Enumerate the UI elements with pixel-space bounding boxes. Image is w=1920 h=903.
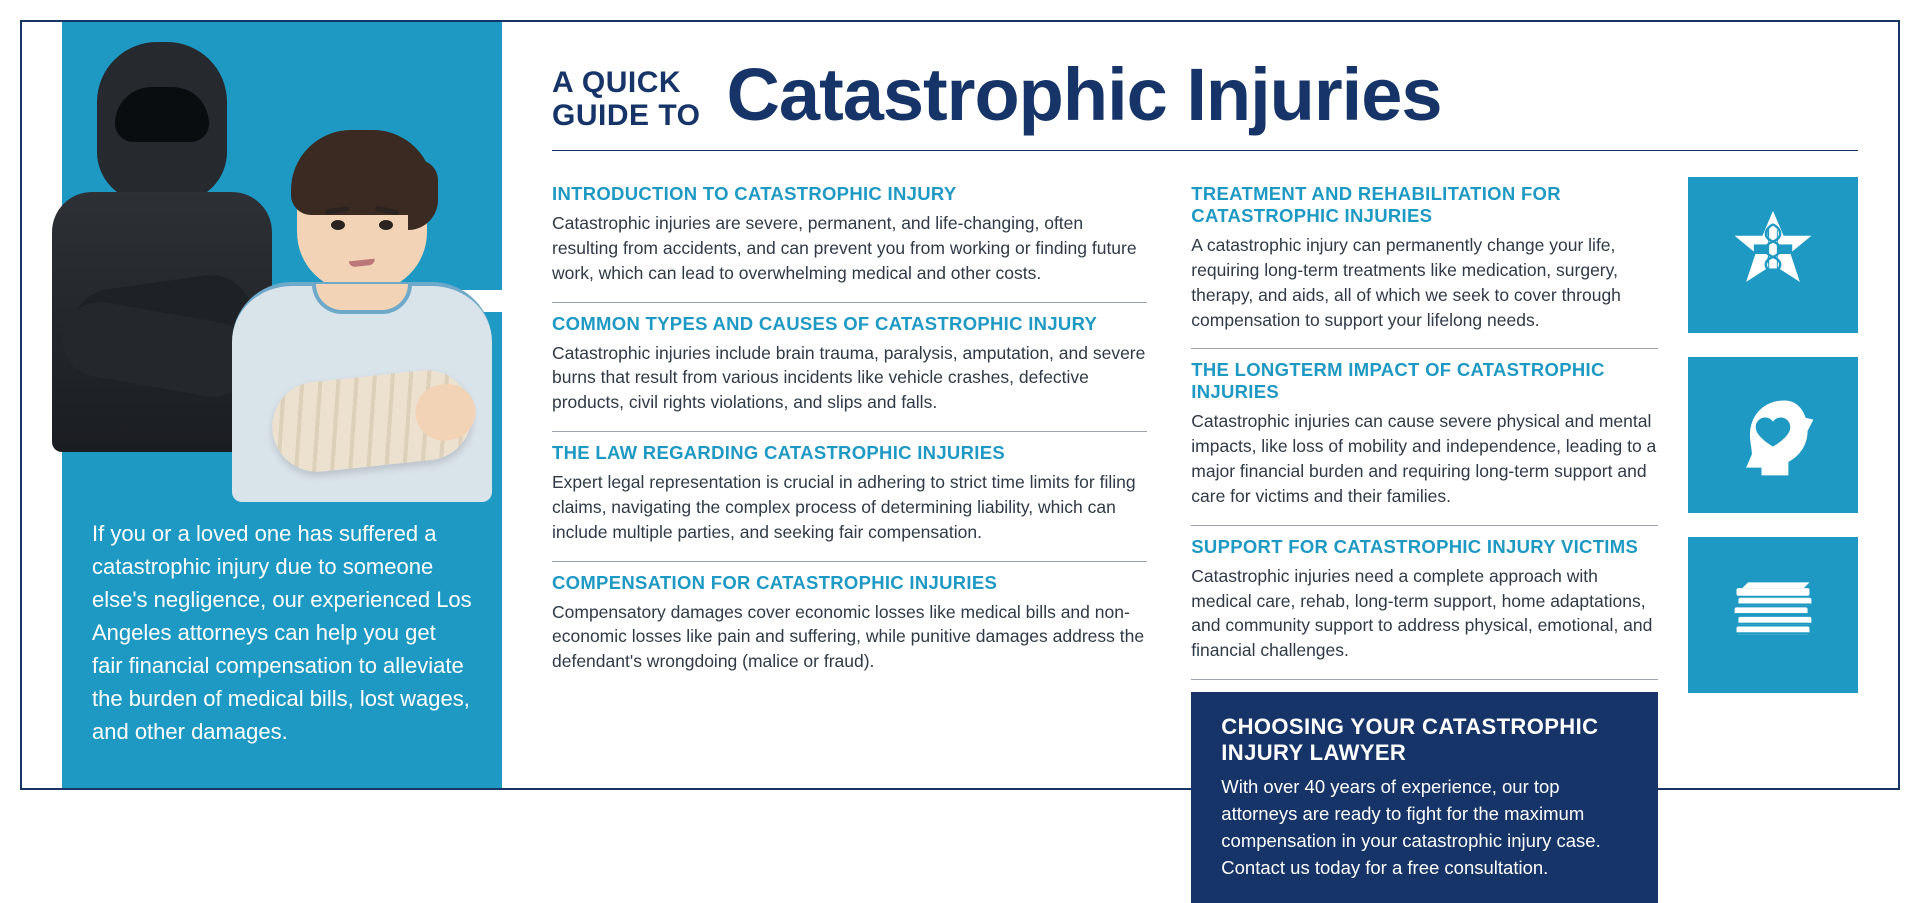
section-title: SUPPORT FOR CATASTROPHIC INJURY VICTIMS	[1191, 536, 1658, 558]
section-title: TREATMENT AND REHABILITATION FOR CATASTR…	[1191, 183, 1658, 227]
section-title: THE LAW REGARDING CATASTROPHIC INJURIES	[552, 442, 1147, 464]
section-body: Compensatory damages cover economic loss…	[552, 600, 1147, 675]
section-body: Expert legal representation is crucial i…	[552, 470, 1147, 545]
content-area: A QUICK GUIDE TO Catastrophic Injuries I…	[502, 22, 1898, 788]
section-intro: INTRODUCTION TO CATASTROPHIC INJURY Cata…	[552, 173, 1147, 303]
cta-body: With over 40 years of experience, our to…	[1221, 774, 1628, 881]
section-compensation: COMPENSATION FOR CATASTROPHIC INJURIES C…	[552, 562, 1147, 691]
section-title: THE LONGTERM IMPACT OF CATASTROPHIC INJU…	[1191, 359, 1658, 403]
section-body: Catastrophic injuries need a complete ap…	[1191, 564, 1658, 663]
section-body: A catastrophic injury can permanently ch…	[1191, 233, 1658, 332]
infographic-frame: If you or a loved one has suffered a cat…	[20, 20, 1900, 790]
patient-head	[297, 142, 427, 292]
head-heart-icon	[1688, 357, 1858, 513]
column-right-wrap: TREATMENT AND REHABILITATION FOR CATASTR…	[1191, 173, 1858, 903]
left-panel-text: If you or a loved one has suffered a cat…	[92, 517, 472, 748]
column-right: TREATMENT AND REHABILITATION FOR CATASTR…	[1191, 173, 1658, 903]
kicker: A QUICK GUIDE TO	[552, 66, 700, 132]
headline: Catastrophic Injuries	[726, 58, 1441, 132]
patient-body	[232, 282, 492, 502]
illustration-patient	[222, 142, 502, 542]
section-types: COMMON TYPES AND CAUSES OF CATASTROPHIC …	[552, 303, 1147, 433]
medical-star-icon	[1688, 177, 1858, 333]
section-title: COMMON TYPES AND CAUSES OF CATASTROPHIC …	[552, 313, 1147, 335]
cta-title: CHOOSING YOUR CATASTROPHIC INJURY LAWYER	[1221, 714, 1628, 766]
section-law: THE LAW REGARDING CATASTROPHIC INJURIES …	[552, 432, 1147, 562]
columns: INTRODUCTION TO CATASTROPHIC INJURY Cata…	[552, 173, 1858, 903]
column-left: INTRODUCTION TO CATASTROPHIC INJURY Cata…	[552, 173, 1147, 903]
section-title: COMPENSATION FOR CATASTROPHIC INJURIES	[552, 572, 1147, 594]
money-stack-icon	[1688, 537, 1858, 693]
cta-box: CHOOSING YOUR CATASTROPHIC INJURY LAWYER…	[1191, 692, 1658, 903]
section-support: SUPPORT FOR CATASTROPHIC INJURY VICTIMS …	[1191, 526, 1658, 680]
left-panel: If you or a loved one has suffered a cat…	[22, 22, 502, 788]
section-body: Catastrophic injuries are severe, perman…	[552, 211, 1147, 286]
bandage-icon	[268, 366, 476, 476]
header: A QUICK GUIDE TO Catastrophic Injuries	[552, 58, 1858, 151]
section-treatment: TREATMENT AND REHABILITATION FOR CATASTR…	[1191, 173, 1658, 349]
section-title: INTRODUCTION TO CATASTROPHIC INJURY	[552, 183, 1147, 205]
section-body: Catastrophic injuries include brain trau…	[552, 341, 1147, 416]
kicker-line1: A QUICK	[552, 66, 700, 99]
kicker-line2: GUIDE TO	[552, 99, 700, 132]
section-body: Catastrophic injuries can cause severe p…	[1191, 409, 1658, 508]
helmet-icon	[97, 42, 227, 202]
section-longterm: THE LONGTERM IMPACT OF CATASTROPHIC INJU…	[1191, 349, 1658, 525]
illustration	[32, 42, 492, 512]
icon-rail	[1688, 173, 1858, 903]
